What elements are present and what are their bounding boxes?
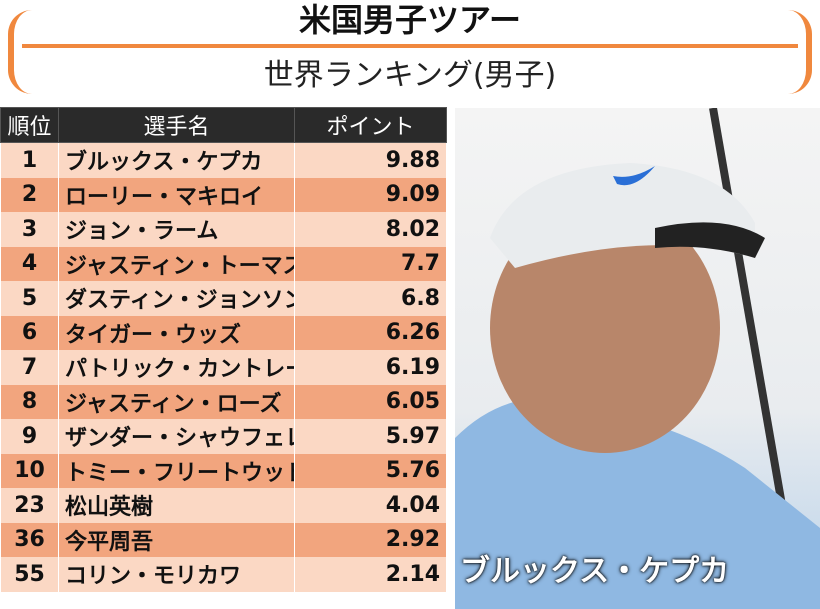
rank-cell: 9 bbox=[0, 419, 59, 454]
points-cell: 2.14 bbox=[294, 557, 447, 592]
name-cell: コリン・モリカワ bbox=[58, 557, 295, 592]
table-row: 55 コリン・モリカワ 2.14 bbox=[0, 557, 447, 592]
cap-brim bbox=[655, 222, 765, 258]
name-cell: トミー・フリートウッド bbox=[58, 453, 295, 488]
table-row: 4 ジャスティン・トーマス 7.7 bbox=[0, 246, 447, 281]
table-row: 1 ブルックス・ケプカ 9.88 bbox=[0, 142, 447, 178]
swoosh-logo bbox=[613, 166, 655, 186]
rank-cell: 8 bbox=[0, 384, 59, 419]
table-row: 2 ローリー・マキロイ 9.09 bbox=[0, 177, 447, 212]
rank-cell: 3 bbox=[0, 212, 59, 247]
points-cell: 9.88 bbox=[294, 142, 447, 178]
title-divider bbox=[22, 44, 798, 48]
rank-cell: 4 bbox=[0, 246, 59, 281]
rank-cell: 6 bbox=[0, 315, 59, 350]
column-header-rank: 順位 bbox=[0, 107, 59, 143]
name-cell: ジャスティン・トーマス bbox=[58, 246, 295, 281]
name-cell: ジョン・ラーム bbox=[58, 212, 295, 247]
table-row: 8 ジャスティン・ローズ 6.05 bbox=[0, 384, 447, 419]
column-header-points: ポイント bbox=[294, 107, 447, 143]
right-bracket-decoration bbox=[788, 10, 812, 94]
name-cell: ブルックス・ケプカ bbox=[58, 142, 295, 178]
name-cell: タイガー・ウッズ bbox=[58, 315, 295, 350]
rank-cell: 1 bbox=[0, 142, 59, 178]
rank-cell: 7 bbox=[0, 350, 59, 385]
points-cell: 2.92 bbox=[294, 522, 447, 557]
points-cell: 8.02 bbox=[294, 212, 447, 247]
points-cell: 6.19 bbox=[294, 350, 447, 385]
rank-cell: 5 bbox=[0, 281, 59, 316]
points-cell: 6.8 bbox=[294, 281, 447, 316]
ranking-table: 順位 選手名 ポイント 1 ブルックス・ケプカ 9.88 2 ローリー・マキロイ 9.09… bbox=[0, 107, 447, 592]
name-cell: ザンダー・シャウフェレ bbox=[58, 419, 295, 454]
column-header-name: 選手名 bbox=[58, 107, 295, 143]
page-subtitle: 世界ランキング(男子) bbox=[263, 58, 557, 93]
name-cell: パトリック・カントレー bbox=[58, 350, 295, 385]
points-cell: 6.26 bbox=[294, 315, 447, 350]
points-cell: 4.04 bbox=[294, 488, 447, 523]
table-row: 6 タイガー・ウッズ 6.26 bbox=[0, 315, 447, 350]
rank-cell: 55 bbox=[0, 557, 59, 592]
table-row: 23 松山英樹 4.04 bbox=[0, 488, 447, 523]
page-title: 米国男子ツアー bbox=[298, 1, 522, 39]
table-row: 9 ザンダー・シャウフェレ 5.97 bbox=[0, 419, 447, 454]
rank-cell: 2 bbox=[0, 177, 59, 212]
table-row: 5 ダスティン・ジョンソン 6.8 bbox=[0, 281, 447, 316]
points-cell: 9.09 bbox=[294, 177, 447, 212]
table-header-row: 順位 選手名 ポイント bbox=[0, 107, 447, 143]
table-row: 36 今平周吾 2.92 bbox=[0, 522, 447, 557]
face-shape bbox=[490, 203, 720, 453]
player-photo bbox=[455, 108, 820, 609]
name-cell: ダスティン・ジョンソン bbox=[58, 281, 295, 316]
table-row: 3 ジョン・ラーム 8.02 bbox=[0, 212, 447, 247]
photo-caption: ブルックス・ケプカ bbox=[460, 554, 730, 589]
rank-cell: 10 bbox=[0, 453, 59, 488]
golfer-illustration bbox=[455, 108, 820, 609]
points-cell: 5.97 bbox=[294, 419, 447, 454]
points-cell: 7.7 bbox=[294, 246, 447, 281]
name-cell: 今平周吾 bbox=[58, 522, 295, 557]
shirt-shape bbox=[455, 398, 820, 609]
rank-cell: 23 bbox=[0, 488, 59, 523]
table-row: 7 パトリック・カントレー 6.19 bbox=[0, 350, 447, 385]
left-bracket-decoration bbox=[8, 10, 32, 94]
table-row: 10 トミー・フリートウッド 5.76 bbox=[0, 453, 447, 488]
name-cell: ジャスティン・ローズ bbox=[58, 384, 295, 419]
name-cell: ローリー・マキロイ bbox=[58, 177, 295, 212]
name-cell: 松山英樹 bbox=[58, 488, 295, 523]
rank-cell: 36 bbox=[0, 522, 59, 557]
points-cell: 6.05 bbox=[294, 384, 447, 419]
points-cell: 5.76 bbox=[294, 453, 447, 488]
